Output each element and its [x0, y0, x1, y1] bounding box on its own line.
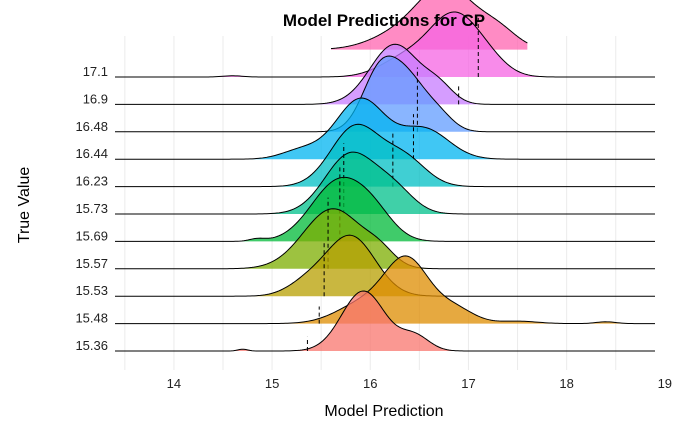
y-tick-label: 16.9: [83, 91, 108, 106]
ridge-fill: [115, 98, 655, 160]
y-tick-label: 15.57: [75, 256, 108, 271]
y-tick-label: 16.44: [75, 146, 108, 161]
y-tick-labels: 17.1 16.9 16.48 16.44 16.23 15.73 15.69 15.57 15…: [75, 64, 108, 353]
y-axis-title: True Value: [16, 167, 33, 244]
ridge-outline: [115, 43, 655, 105]
ridge-fill: [115, 152, 655, 214]
ridge-outline: [115, 97, 655, 160]
y-tick-label: 15.48: [75, 311, 108, 326]
ridge-outline: [330, 0, 528, 50]
ridge-outline: [115, 290, 655, 352]
ridge-outline: [115, 255, 655, 325]
x-tick-label: 16: [363, 376, 377, 391]
ridge-outline: [115, 55, 655, 133]
ridge-fill: [115, 177, 655, 242]
ridge-fill: [115, 124, 655, 187]
x-axis-title: Model Prediction: [324, 403, 443, 420]
y-tick-label: 15.73: [75, 201, 108, 216]
x-tick-label: 15: [265, 376, 279, 391]
y-tick-label: 16.48: [75, 119, 108, 134]
ridge-outline: [115, 123, 655, 188]
x-tick-label: 14: [167, 376, 181, 391]
y-tick-label: 15.53: [75, 283, 108, 298]
ridge-fill: [115, 56, 655, 132]
ridge-15.69: [115, 165, 655, 242]
y-tick-label: 15.36: [75, 338, 108, 353]
ridges: [115, 0, 655, 352]
ridge-outline: [115, 151, 655, 215]
y-tick-label: 16.23: [75, 174, 108, 189]
ridge-16.48: [115, 55, 655, 133]
x-tick-labels: 14 15 16 17 18 19: [167, 376, 672, 391]
ridge-outline: [115, 176, 655, 242]
chart-title: Model Predictions for CP: [283, 11, 485, 30]
ridge-15.57: [115, 197, 655, 270]
ridge-fill: [115, 208, 655, 269]
ridge-16.44: [115, 97, 655, 160]
y-tick-label: 17.1: [83, 64, 108, 79]
x-tick-label: 18: [559, 376, 573, 391]
ridge-fill: [115, 255, 655, 324]
y-tick-label: 15.69: [75, 228, 108, 243]
ridge-outline: [115, 208, 655, 270]
x-tick-label: 19: [658, 376, 672, 391]
x-tick-label: 17: [461, 376, 475, 391]
ridge-fill: [115, 291, 655, 351]
ridge-15.36: [115, 290, 655, 352]
ridge-15.48: [115, 255, 655, 325]
